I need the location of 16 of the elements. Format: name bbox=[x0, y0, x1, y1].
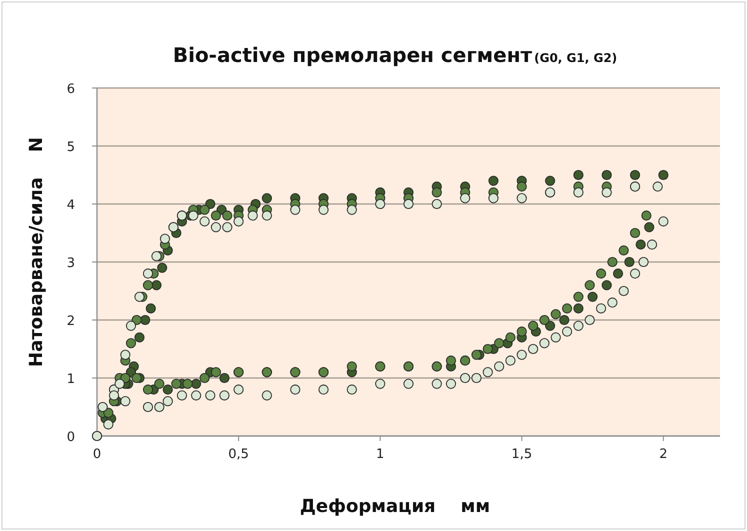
chart-subtitle: (G0, G1, G2) bbox=[534, 51, 618, 65]
y-tick-label: 5 bbox=[66, 140, 75, 155]
y-tick-label: 0 bbox=[66, 430, 75, 445]
x-tick-label: 1,5 bbox=[511, 447, 532, 462]
x-tick-label: 2 bbox=[659, 447, 668, 462]
y-tick-label: 2 bbox=[66, 314, 75, 329]
y-tick-label: 4 bbox=[66, 198, 75, 213]
y-tick-label: 6 bbox=[66, 82, 75, 97]
x-tick-label: 0,5 bbox=[228, 447, 249, 462]
y-axis-title: Натоварване/сила N bbox=[26, 137, 47, 367]
x-tick-label: 0 bbox=[92, 447, 102, 462]
y-tick-label: 1 bbox=[66, 372, 75, 387]
y-tick-label: 3 bbox=[66, 256, 75, 271]
chart-title: Bio-active премоларен сегмент bbox=[172, 43, 532, 67]
x-tick-label: 1 bbox=[376, 447, 384, 462]
x-axis-title: Деформация мм bbox=[300, 496, 490, 517]
